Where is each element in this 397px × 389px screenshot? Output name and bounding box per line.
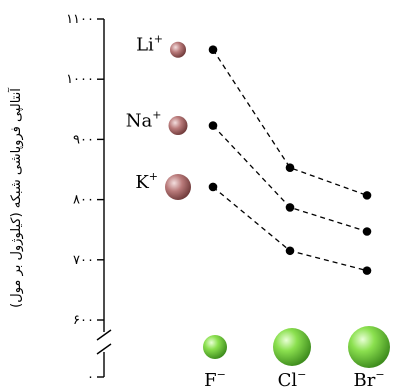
axis-break-mark-1 xyxy=(96,329,112,341)
y-tick-label: ۰ xyxy=(87,370,94,385)
cation-ball-k xyxy=(165,173,191,200)
y-tick-label: ۹۰۰ xyxy=(73,132,94,147)
data-point-na xyxy=(208,121,218,130)
y-tick-label: ۷۰۰ xyxy=(73,253,94,268)
cation-label-na: Na+ xyxy=(126,109,162,132)
y-axis-label: آنتالپی فروپاشی شبکه (کیلوژول بر مول) xyxy=(7,87,24,308)
anion-ball-br xyxy=(348,326,390,368)
anion-label-cl: Cl− xyxy=(278,368,307,389)
data-point-k xyxy=(362,266,372,275)
y-axis xyxy=(96,19,112,377)
y-tick-label: ۸۰۰ xyxy=(73,193,94,208)
cation-label-k: K+ xyxy=(135,170,158,193)
cation-legend: Li+ Na+ K+ xyxy=(126,33,191,200)
cation-ball-li xyxy=(170,41,186,58)
data-point-li xyxy=(208,45,218,55)
anion-ball-f xyxy=(203,335,227,359)
y-ticks: ۰ ۶۰۰ ۷۰۰ ۸۰۰ ۹۰۰ ۱۰۰۰ ۱۱۰۰ xyxy=(66,12,104,385)
anion-ball-cl xyxy=(273,328,311,366)
data-points xyxy=(208,45,372,275)
data-point-na xyxy=(285,203,295,212)
anion-categories: F− Cl− Br− xyxy=(203,326,390,389)
data-point-li xyxy=(285,163,295,172)
series-line-k xyxy=(212,186,368,272)
y-tick-label: ۱۰۰۰ xyxy=(66,72,94,87)
data-point-li xyxy=(362,191,372,200)
y-tick-label: ۱۱۰۰ xyxy=(66,12,94,27)
cation-label-li: Li+ xyxy=(136,33,163,56)
series-lines xyxy=(212,49,368,272)
cation-ball-na xyxy=(168,116,188,136)
anion-label-br: Br− xyxy=(353,368,384,389)
data-point-k xyxy=(285,246,295,256)
y-tick-label: ۶۰۰ xyxy=(73,313,94,328)
axis-break-mark-2 xyxy=(96,343,112,355)
data-point-k xyxy=(208,182,218,192)
data-point-na xyxy=(362,227,372,236)
anion-label-f: F− xyxy=(204,368,226,389)
series-line-li xyxy=(212,49,368,197)
series-line-na xyxy=(212,125,368,233)
